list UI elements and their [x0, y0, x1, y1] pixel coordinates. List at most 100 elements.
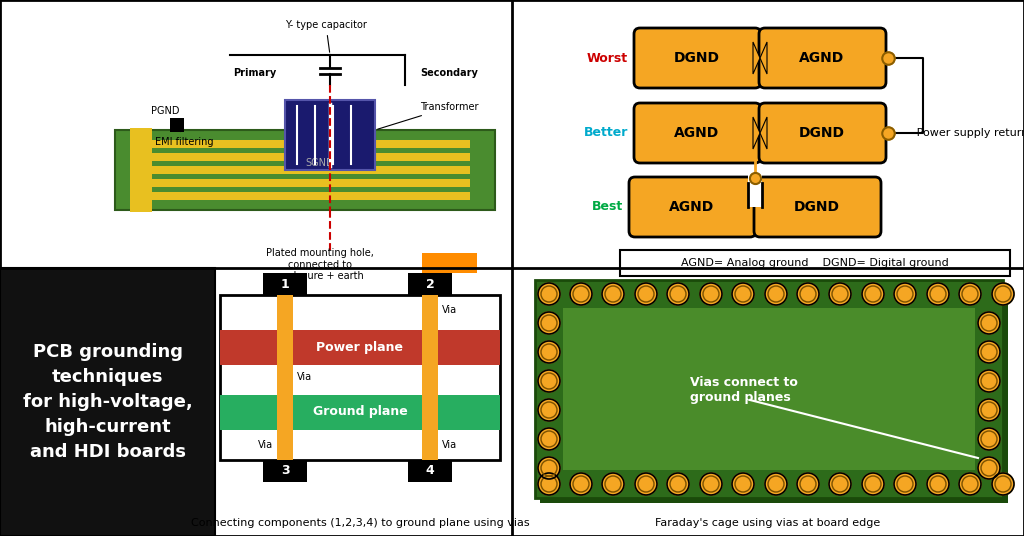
Circle shape — [538, 341, 560, 363]
Bar — [263, 273, 307, 295]
Text: Faraday's cage using vias at board edge: Faraday's cage using vias at board edge — [655, 518, 881, 528]
Text: 2: 2 — [426, 278, 434, 291]
Circle shape — [978, 341, 1000, 363]
Bar — [130, 128, 152, 212]
Bar — [220, 330, 500, 365]
Circle shape — [992, 283, 1014, 305]
Text: Connecting components (1,2,3,4) to ground plane using vias: Connecting components (1,2,3,4) to groun… — [190, 518, 529, 528]
Bar — [263, 460, 307, 482]
Bar — [748, 175, 762, 207]
Circle shape — [992, 473, 1014, 495]
Circle shape — [829, 283, 851, 305]
Circle shape — [732, 473, 754, 495]
Text: Via: Via — [258, 440, 273, 450]
Circle shape — [602, 473, 624, 495]
Circle shape — [765, 473, 787, 495]
Text: Better: Better — [584, 126, 628, 139]
Text: PCB grounding
techniques
for high-voltage,
high-current
and HDI boards: PCB grounding techniques for high-voltag… — [24, 343, 193, 461]
Circle shape — [862, 283, 884, 305]
Text: Power plane: Power plane — [316, 340, 403, 354]
Circle shape — [635, 283, 657, 305]
Circle shape — [927, 473, 949, 495]
Bar — [422, 253, 477, 273]
Bar — [0, 268, 215, 536]
Text: Primary: Primary — [233, 68, 276, 78]
Text: 1: 1 — [281, 278, 290, 291]
Text: AGND: AGND — [675, 126, 720, 140]
Bar — [140, 192, 470, 200]
Text: Worst: Worst — [587, 51, 628, 64]
Circle shape — [894, 473, 916, 495]
Text: Secondary: Secondary — [420, 68, 478, 78]
Text: DGND: DGND — [799, 126, 845, 140]
Circle shape — [667, 473, 689, 495]
Circle shape — [927, 283, 949, 305]
Circle shape — [570, 473, 592, 495]
Circle shape — [667, 283, 689, 305]
Circle shape — [978, 428, 1000, 450]
Circle shape — [538, 473, 560, 495]
Circle shape — [894, 283, 916, 305]
Text: Via: Via — [297, 372, 312, 382]
FancyBboxPatch shape — [754, 177, 881, 237]
Circle shape — [978, 312, 1000, 334]
Text: Plated mounting hole,
connected to
enclosure + earth: Plated mounting hole, connected to enclo… — [266, 248, 374, 281]
Circle shape — [538, 312, 560, 334]
Bar — [408, 460, 452, 482]
Circle shape — [959, 473, 981, 495]
Circle shape — [797, 283, 819, 305]
Circle shape — [978, 370, 1000, 392]
Circle shape — [538, 283, 560, 305]
Bar — [408, 273, 452, 295]
Text: Y- type capacitor: Y- type capacitor — [285, 20, 367, 52]
Polygon shape — [760, 42, 767, 74]
Circle shape — [538, 428, 560, 450]
Bar — [140, 179, 470, 187]
Polygon shape — [753, 117, 760, 149]
Circle shape — [732, 283, 754, 305]
Bar — [140, 166, 470, 174]
Bar — [140, 153, 470, 161]
FancyBboxPatch shape — [759, 28, 886, 88]
Text: Via: Via — [442, 305, 457, 315]
Text: SGND: SGND — [306, 158, 334, 168]
Circle shape — [829, 473, 851, 495]
Bar — [220, 395, 500, 430]
Circle shape — [538, 457, 560, 479]
Circle shape — [797, 473, 819, 495]
FancyBboxPatch shape — [629, 177, 756, 237]
Circle shape — [700, 473, 722, 495]
Bar — [170, 118, 184, 132]
Circle shape — [538, 370, 560, 392]
Text: 4: 4 — [426, 465, 434, 478]
Polygon shape — [753, 42, 760, 74]
Bar — [285, 100, 375, 170]
Text: AGND: AGND — [670, 200, 715, 214]
Text: 3: 3 — [281, 465, 290, 478]
Bar — [278, 295, 293, 460]
Circle shape — [978, 399, 1000, 421]
Circle shape — [959, 283, 981, 305]
Bar — [563, 308, 975, 470]
Bar — [620, 250, 1010, 276]
Text: DGND: DGND — [794, 200, 840, 214]
Polygon shape — [760, 117, 767, 149]
Circle shape — [765, 283, 787, 305]
Circle shape — [538, 399, 560, 421]
Text: Ground plane: Ground plane — [312, 406, 408, 419]
Bar — [422, 295, 438, 460]
FancyBboxPatch shape — [759, 103, 886, 163]
Circle shape — [700, 283, 722, 305]
Bar — [535, 280, 1002, 498]
Bar — [140, 140, 470, 148]
Text: — Power supply return: — Power supply return — [902, 128, 1024, 138]
Text: PGND: PGND — [151, 106, 179, 116]
Text: AGND: AGND — [800, 51, 845, 65]
Text: Via: Via — [442, 440, 457, 450]
Bar — [220, 295, 500, 460]
Circle shape — [635, 473, 657, 495]
Circle shape — [602, 283, 624, 305]
Circle shape — [978, 457, 1000, 479]
Text: Vias connect to
ground planes: Vias connect to ground planes — [690, 376, 798, 404]
Text: Transformer: Transformer — [378, 102, 478, 129]
